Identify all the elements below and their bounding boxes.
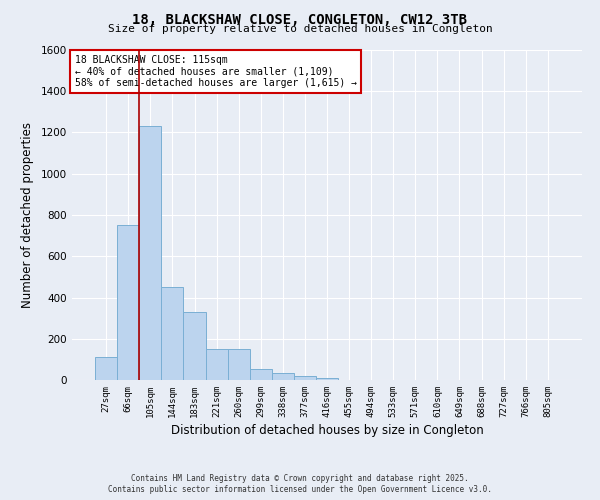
Bar <box>227 349 250 380</box>
Text: Size of property relative to detached houses in Congleton: Size of property relative to detached ho… <box>107 24 493 34</box>
Y-axis label: Number of detached properties: Number of detached properties <box>21 122 34 308</box>
Bar <box>95 358 117 380</box>
Bar <box>294 376 316 380</box>
X-axis label: Distribution of detached houses by size in Congleton: Distribution of detached houses by size … <box>170 424 484 437</box>
Text: 18, BLACKSHAW CLOSE, CONGLETON, CW12 3TB: 18, BLACKSHAW CLOSE, CONGLETON, CW12 3TB <box>133 12 467 26</box>
Bar <box>272 373 294 380</box>
Bar <box>206 349 227 380</box>
Text: 18 BLACKSHAW CLOSE: 115sqm
← 40% of detached houses are smaller (1,109)
58% of s: 18 BLACKSHAW CLOSE: 115sqm ← 40% of deta… <box>74 55 356 88</box>
Bar <box>117 226 139 380</box>
Bar <box>161 287 184 380</box>
Bar <box>184 312 206 380</box>
Bar <box>139 126 161 380</box>
Text: Contains HM Land Registry data © Crown copyright and database right 2025.
Contai: Contains HM Land Registry data © Crown c… <box>108 474 492 494</box>
Bar <box>250 368 272 380</box>
Bar <box>316 378 338 380</box>
